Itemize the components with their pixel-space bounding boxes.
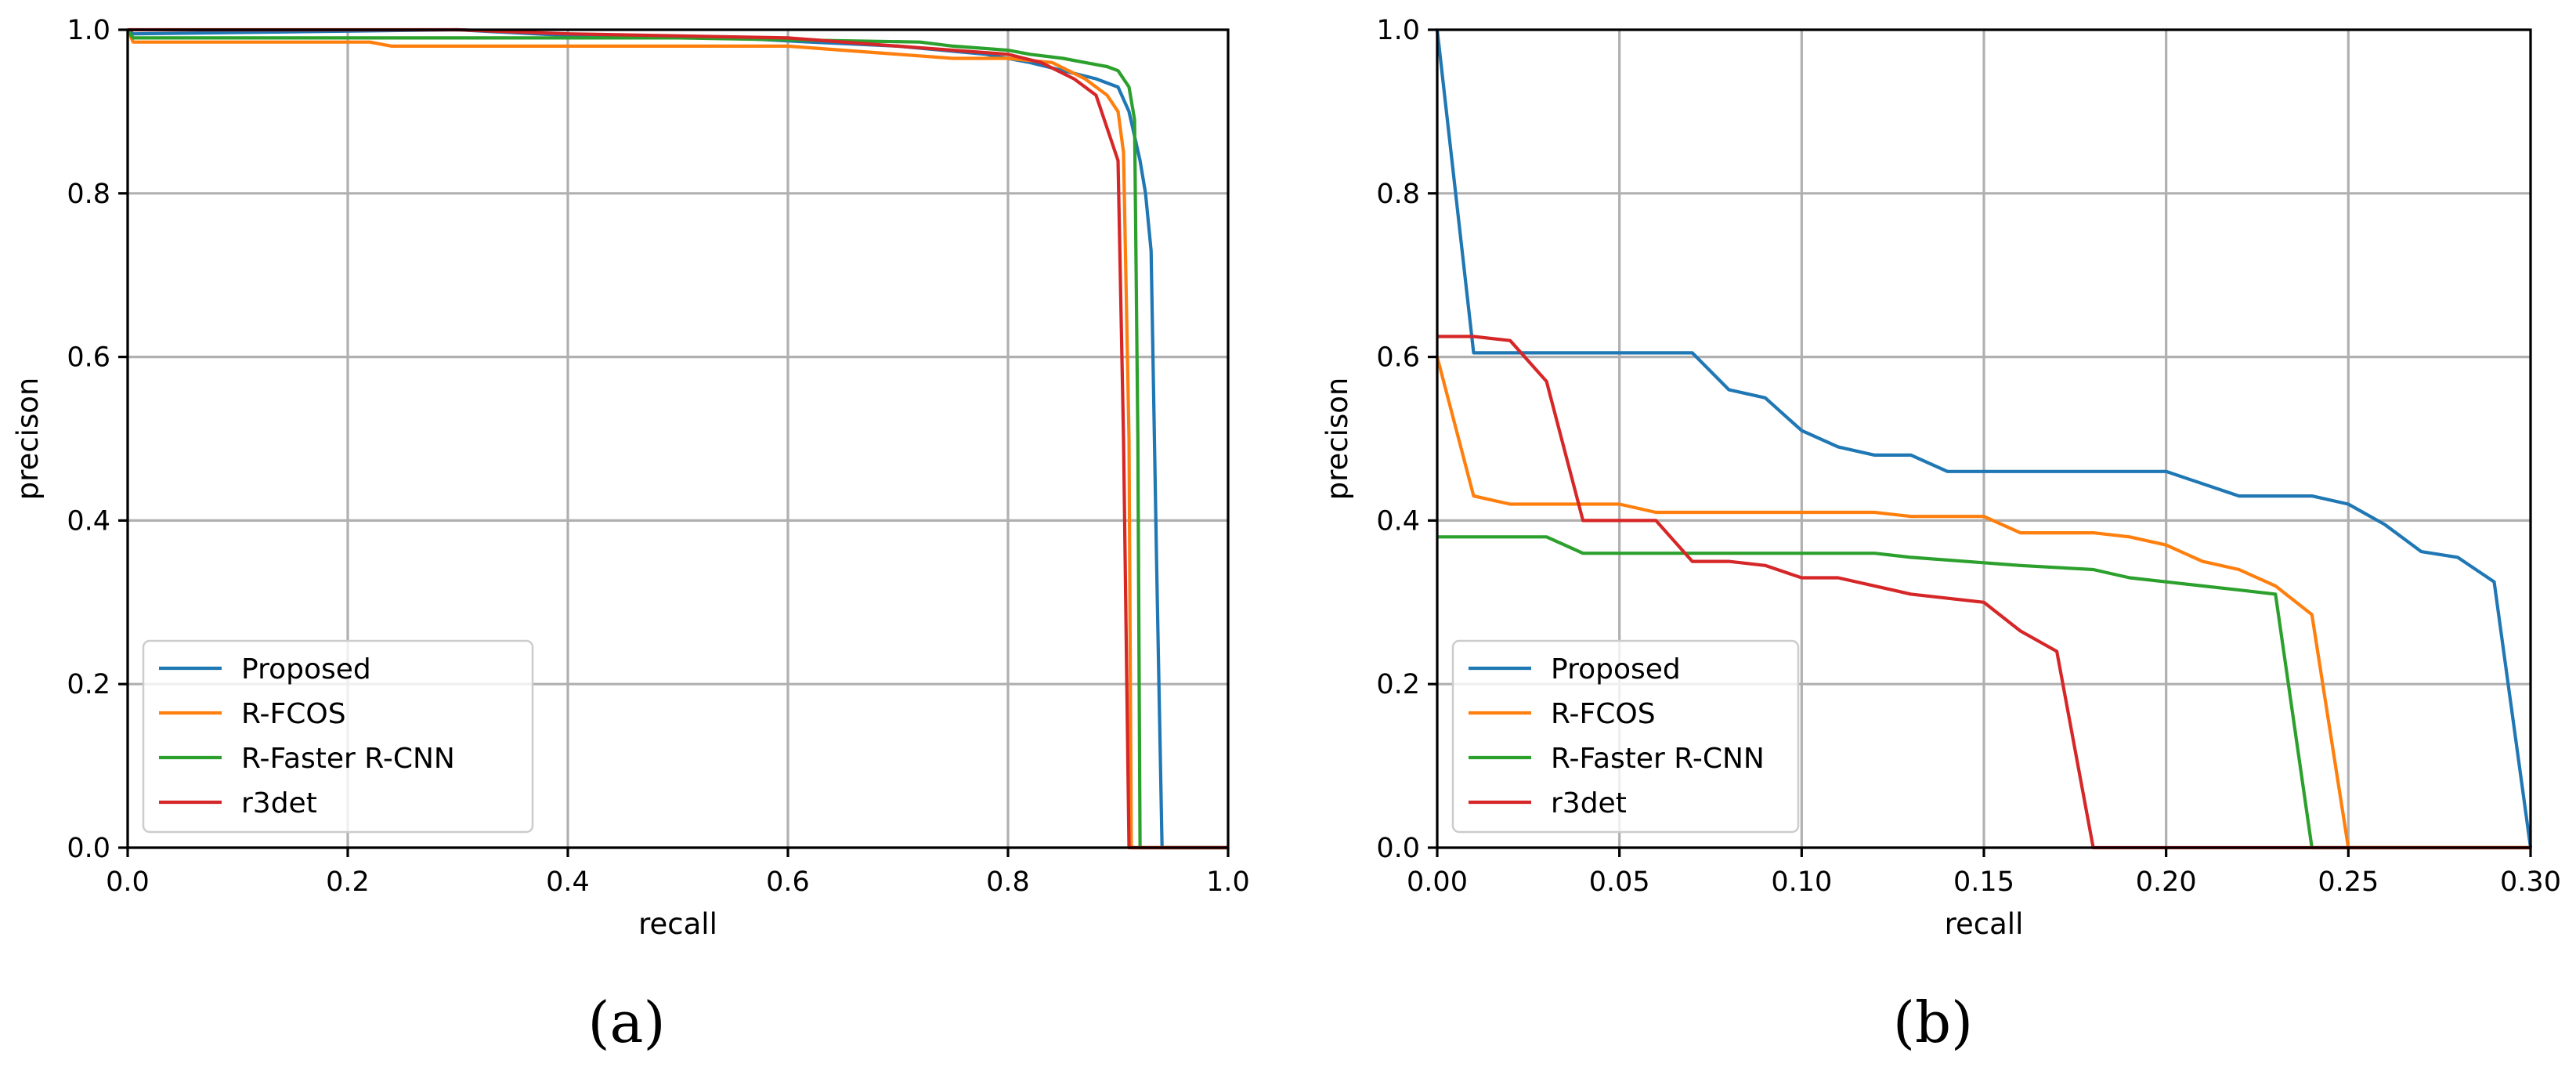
chart-b-ytick-label: 0.0 [1376,833,1420,864]
chart-a-ytick-label: 0.2 [67,669,110,700]
chart-a-xtick-label: 0.8 [986,866,1030,898]
chart-b-legend-label: R-FCOS [1551,698,1656,730]
chart-a-ticks: 0.0 0.2 0.4 0.6 0.8 1.0 0.0 0.2 0.4 0.6 0.8 1.0 [67,15,1250,898]
chart-b-legend-label: R-Faster R-CNN [1551,743,1765,775]
chart-b-xtick-label: 0.05 [1589,866,1650,898]
chart-a-legend-box [142,639,534,834]
chart-b-legend: Proposed R-FCOS R-Faster R-CNN r3det [1451,639,1800,834]
chart-b-xtick-label: 0.15 [1953,866,2014,898]
chart-a-xtick-label: 0.6 [766,866,810,898]
chart-a-series-r-faster-r-cnn [126,28,1228,850]
chart-a-legend-label: R-Faster R-CNN [241,743,455,775]
chart-b-xlabel: recall [1945,907,2024,941]
chart-a-ylabel: precison [11,378,45,501]
chart-b-ytick-label: 1.0 [1376,15,1420,46]
chart-a-frame [126,28,1230,849]
chart-a-legend-label: Proposed [241,653,371,686]
chart-b-xtick-label: 0.00 [1407,866,1468,898]
chart-b-legend-label: r3det [1551,787,1627,819]
chart-a-xtick-label: 0.4 [546,866,590,898]
chart-b-xtick-label: 0.20 [2136,866,2197,898]
chart-b-xtick-label: 0.10 [1771,866,1832,898]
chart-b-series-proposed [1436,29,2532,848]
chart-a-series-r3det [128,27,1228,850]
chart-b-ytick-label: 0.2 [1376,669,1420,700]
chart-b-legend-label: Proposed [1551,653,1681,686]
chart-b-xtick-label: 0.30 [2500,866,2561,898]
chart-b-caption: (b) [1893,989,1973,1055]
chart-a-ytick-label: 0.8 [67,179,110,210]
chart-a-xtick-label: 1.0 [1206,866,1250,898]
chart-b-series-r-faster-r-cnn [1437,535,2531,850]
chart-a-xtick-label: 0.2 [326,866,370,898]
chart-b-series-r-fcos [1436,356,2531,850]
chart-b-ticks: 0.00 0.05 0.10 0.15 0.20 0.25 0.30 0.0 0.2 0.4 0.6… [1376,15,2561,898]
chart-a-series [126,27,1228,850]
chart-a-ytick-label: 0.4 [67,505,110,537]
chart-a-legend-label: R-FCOS [241,698,346,730]
chart-a-xlabel: recall [638,907,717,941]
chart-a-ytick-label: 0.6 [67,342,110,374]
chart-a-series-r-fcos [126,29,1228,850]
chart-b-series-r3det [1437,335,2531,850]
chart-a-legend: Proposed R-FCOS R-Faster R-CNN r3det [142,639,534,834]
chart-a-ytick-label: 0.0 [67,833,110,864]
chart-b: 0.00 0.05 0.10 0.15 0.20 0.25 0.30 0.0 0.2 0.4 0.6… [1321,15,2561,1055]
chart-b-xtick-label: 0.25 [2318,866,2379,898]
chart-a-legend-label: r3det [241,787,317,819]
chart-a-caption: (a) [587,989,665,1055]
chart-b-ytick-label: 0.4 [1376,505,1420,537]
chart-a-xtick-label: 0.0 [106,866,150,898]
chart-b-ytick-label: 0.6 [1376,342,1420,374]
chart-b-ytick-label: 0.8 [1376,179,1420,210]
chart-b-legend-box [1451,639,1800,834]
chart-b-ylabel: precison [1321,378,1354,501]
chart-a: 0.0 0.2 0.4 0.6 0.8 1.0 0.0 0.2 0.4 0.6 0.8 1.0 rec… [11,15,1250,1055]
chart-a-ytick-label: 1.0 [67,15,110,46]
chart-b-series [1436,29,2532,850]
